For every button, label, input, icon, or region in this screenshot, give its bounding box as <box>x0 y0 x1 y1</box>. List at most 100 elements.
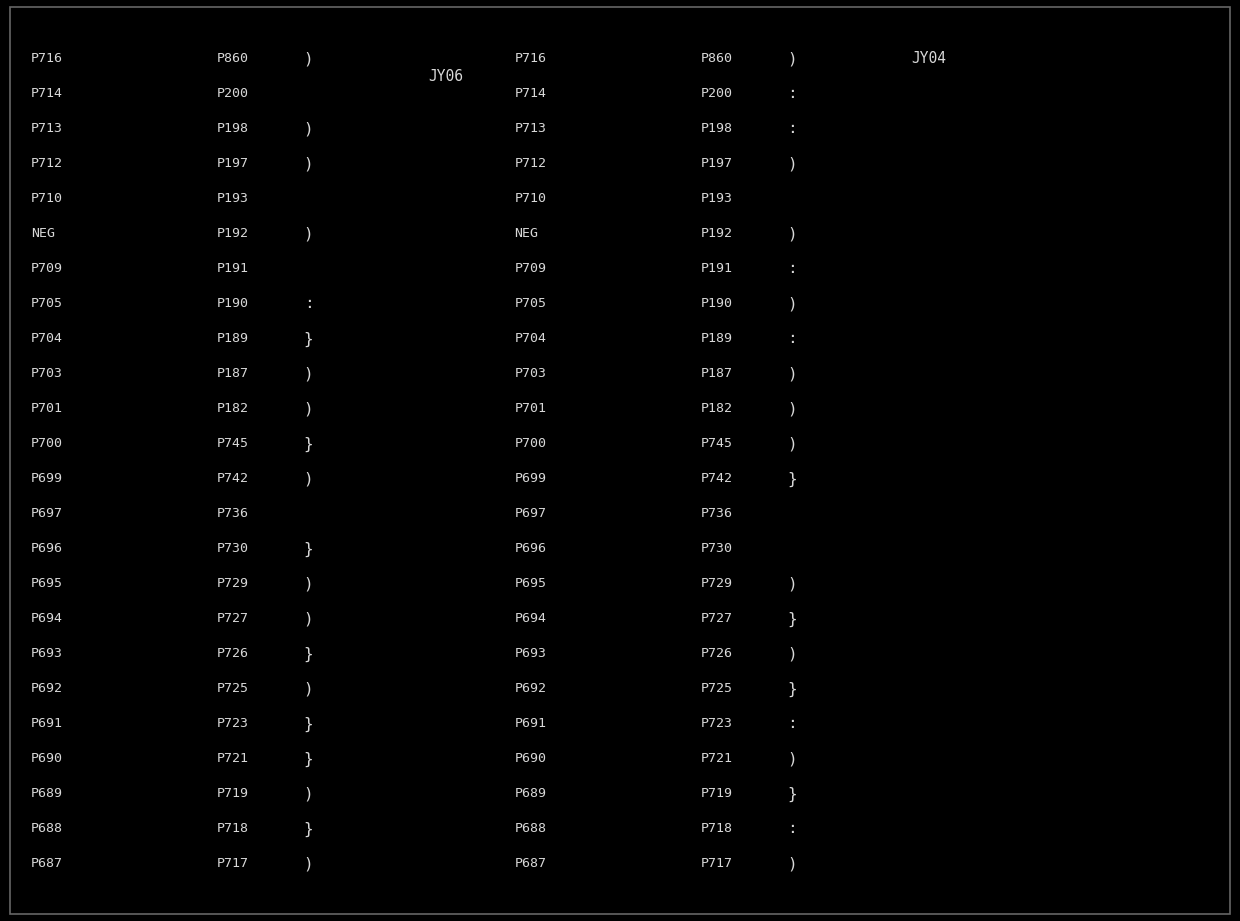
Text: ): ) <box>304 682 314 696</box>
Text: P727: P727 <box>701 612 733 625</box>
Text: P712: P712 <box>31 157 63 170</box>
Text: P200: P200 <box>217 87 249 100</box>
Text: P705: P705 <box>31 297 63 310</box>
Text: P703: P703 <box>515 367 547 380</box>
Text: P190: P190 <box>217 297 249 310</box>
Text: ): ) <box>787 367 797 381</box>
Text: P700: P700 <box>31 437 63 450</box>
Text: P709: P709 <box>515 262 547 275</box>
Text: P688: P688 <box>31 822 63 835</box>
Text: P705: P705 <box>515 297 547 310</box>
Text: P699: P699 <box>31 472 63 485</box>
Text: ): ) <box>304 472 314 486</box>
Text: }: } <box>304 437 314 451</box>
Text: ): ) <box>787 857 797 871</box>
Text: P703: P703 <box>31 367 63 380</box>
Text: P729: P729 <box>701 577 733 590</box>
Text: P198: P198 <box>217 122 249 135</box>
Text: JY04: JY04 <box>911 52 946 66</box>
Text: ): ) <box>304 402 314 416</box>
Text: P729: P729 <box>217 577 249 590</box>
Text: P726: P726 <box>217 647 249 660</box>
Text: ): ) <box>304 787 314 801</box>
Text: ): ) <box>304 122 314 136</box>
Text: P696: P696 <box>515 542 547 555</box>
Text: NEG: NEG <box>515 227 538 240</box>
Text: P200: P200 <box>701 87 733 100</box>
Text: P699: P699 <box>515 472 547 485</box>
Text: P860: P860 <box>701 52 733 65</box>
Text: P190: P190 <box>701 297 733 310</box>
Text: P716: P716 <box>515 52 547 65</box>
Text: P716: P716 <box>31 52 63 65</box>
Text: P189: P189 <box>217 332 249 345</box>
Text: P701: P701 <box>31 402 63 415</box>
Text: P197: P197 <box>701 157 733 170</box>
Text: :: : <box>787 87 797 101</box>
Text: }: } <box>787 682 797 696</box>
Text: P690: P690 <box>515 752 547 765</box>
Text: ): ) <box>787 52 797 66</box>
Text: ): ) <box>304 157 314 171</box>
Text: P717: P717 <box>217 857 249 870</box>
Text: P745: P745 <box>701 437 733 450</box>
Text: P191: P191 <box>217 262 249 275</box>
Text: P693: P693 <box>515 647 547 660</box>
Text: ): ) <box>787 157 797 171</box>
Text: ): ) <box>787 402 797 416</box>
Text: P736: P736 <box>217 507 249 520</box>
Text: P691: P691 <box>31 717 63 730</box>
Text: P197: P197 <box>217 157 249 170</box>
Text: :: : <box>787 122 797 136</box>
Text: :: : <box>787 262 797 276</box>
Text: P693: P693 <box>31 647 63 660</box>
Text: P695: P695 <box>515 577 547 590</box>
Text: P192: P192 <box>701 227 733 240</box>
Text: P182: P182 <box>217 402 249 415</box>
Text: P689: P689 <box>515 787 547 800</box>
Text: P182: P182 <box>701 402 733 415</box>
Text: ): ) <box>787 647 797 661</box>
Text: P719: P719 <box>217 787 249 800</box>
Text: :: : <box>304 297 314 311</box>
Text: P727: P727 <box>217 612 249 625</box>
Text: P713: P713 <box>31 122 63 135</box>
Text: P721: P721 <box>217 752 249 765</box>
Text: P742: P742 <box>701 472 733 485</box>
Text: P694: P694 <box>31 612 63 625</box>
Text: ): ) <box>787 297 797 311</box>
Text: P187: P187 <box>701 367 733 380</box>
Text: P723: P723 <box>217 717 249 730</box>
Text: ): ) <box>304 857 314 871</box>
Text: ): ) <box>304 577 314 591</box>
Text: :: : <box>787 332 797 346</box>
Text: P192: P192 <box>217 227 249 240</box>
Text: }: } <box>304 717 314 731</box>
Text: }: } <box>304 822 314 836</box>
Text: ): ) <box>787 577 797 591</box>
Text: }: } <box>304 332 314 346</box>
Text: P718: P718 <box>701 822 733 835</box>
Text: P719: P719 <box>701 787 733 800</box>
Text: P690: P690 <box>31 752 63 765</box>
Text: P688: P688 <box>515 822 547 835</box>
Text: ): ) <box>304 612 314 626</box>
Text: P713: P713 <box>515 122 547 135</box>
Text: P193: P193 <box>217 192 249 205</box>
Text: P714: P714 <box>515 87 547 100</box>
Text: P187: P187 <box>217 367 249 380</box>
Text: P198: P198 <box>701 122 733 135</box>
Text: P742: P742 <box>217 472 249 485</box>
Text: P687: P687 <box>515 857 547 870</box>
Text: }: } <box>787 472 797 486</box>
Text: P710: P710 <box>31 192 63 205</box>
Text: P695: P695 <box>31 577 63 590</box>
Text: P736: P736 <box>701 507 733 520</box>
Text: P692: P692 <box>515 682 547 695</box>
Text: P687: P687 <box>31 857 63 870</box>
Text: P189: P189 <box>701 332 733 345</box>
Text: P730: P730 <box>701 542 733 555</box>
Text: }: } <box>787 612 797 626</box>
Text: P694: P694 <box>515 612 547 625</box>
Text: P691: P691 <box>515 717 547 730</box>
